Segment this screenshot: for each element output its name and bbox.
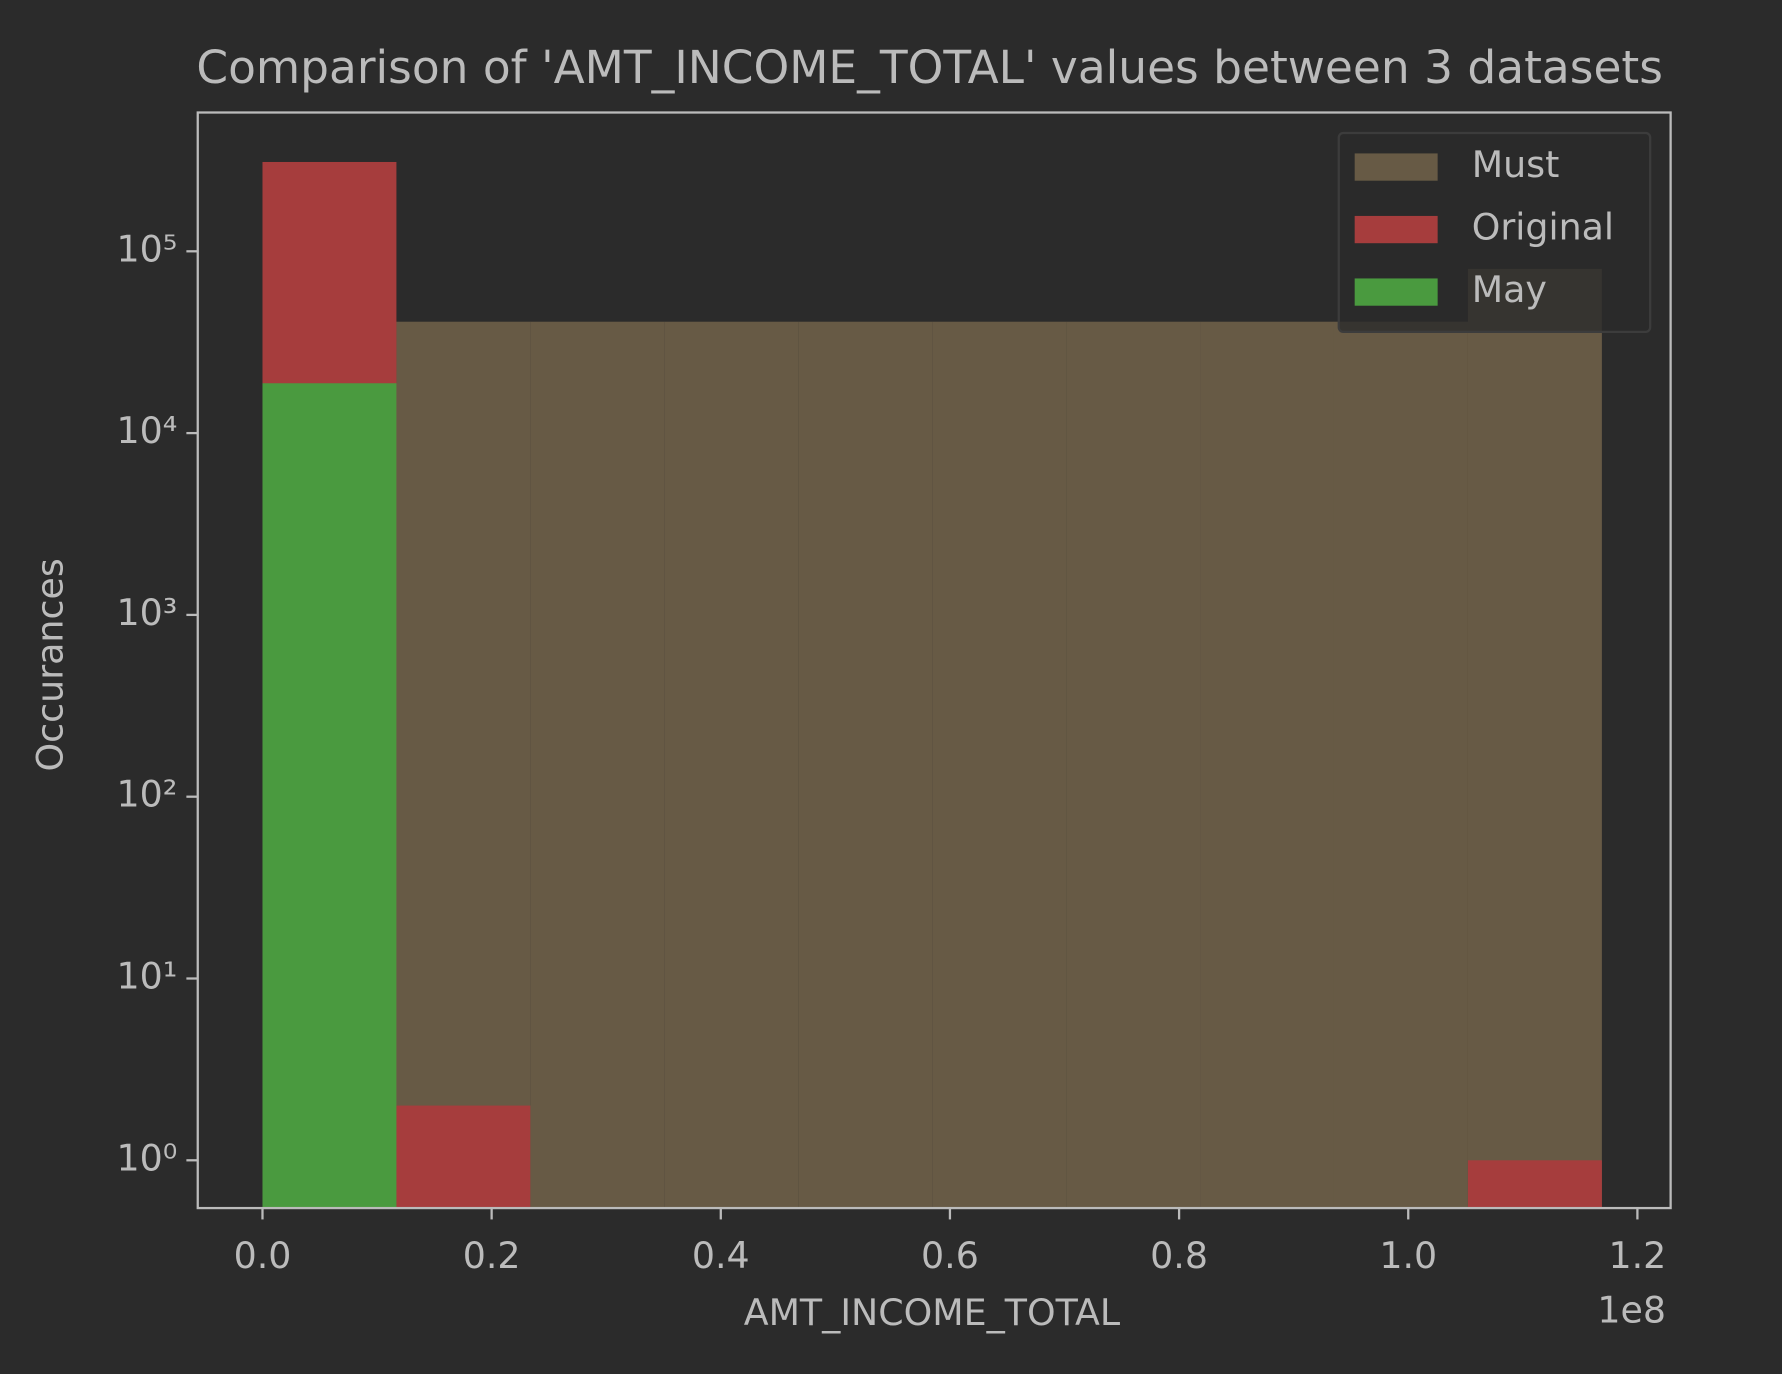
x-tick-label: 0.8 xyxy=(1150,1234,1208,1277)
bar xyxy=(396,321,531,1209)
bar xyxy=(798,321,933,1209)
bar xyxy=(262,383,397,1209)
x-tick-label: 1.2 xyxy=(1608,1234,1666,1277)
x-tick-label: 0.0 xyxy=(234,1234,292,1277)
chart-title: Comparison of 'AMT_INCOME_TOTAL' values … xyxy=(196,41,1663,94)
axes-frame xyxy=(196,111,1672,1210)
y-tick-label: 10⁰ xyxy=(116,1136,177,1179)
bar xyxy=(1333,321,1468,1209)
y-tick-label: 10³ xyxy=(116,591,177,634)
bar xyxy=(1467,1160,1602,1209)
bar xyxy=(530,321,665,1209)
y-tick-label: 10¹ xyxy=(116,954,177,997)
x-offset-label: 1e8 xyxy=(1597,1289,1666,1332)
y-tick-label: 10² xyxy=(116,773,177,816)
legend-swatch xyxy=(1354,215,1438,244)
legend-label: Original xyxy=(1472,206,1614,249)
x-tick-label: 0.4 xyxy=(692,1234,750,1277)
bar xyxy=(1200,321,1334,1209)
bar xyxy=(932,321,1067,1209)
x-axis-label: AMT_INCOME_TOTAL xyxy=(744,1291,1121,1334)
legend-swatch xyxy=(1354,153,1438,181)
y-tick-label: 10⁴ xyxy=(116,409,177,452)
bar xyxy=(396,1105,531,1209)
legend-label: Must xyxy=(1472,143,1560,186)
x-tick-label: 1.0 xyxy=(1379,1234,1437,1277)
legend: Must Original May xyxy=(1337,131,1652,333)
bar xyxy=(1467,268,1602,1209)
y-axis-label: Occurances xyxy=(28,558,71,771)
x-tick-label: 0.2 xyxy=(463,1234,521,1277)
legend-swatch xyxy=(1354,278,1438,306)
legend-label: May xyxy=(1472,268,1547,311)
x-tick-label: 0.6 xyxy=(921,1234,979,1277)
bar xyxy=(664,321,799,1209)
bar xyxy=(1066,321,1201,1209)
y-tick-label: 10⁵ xyxy=(116,227,177,270)
